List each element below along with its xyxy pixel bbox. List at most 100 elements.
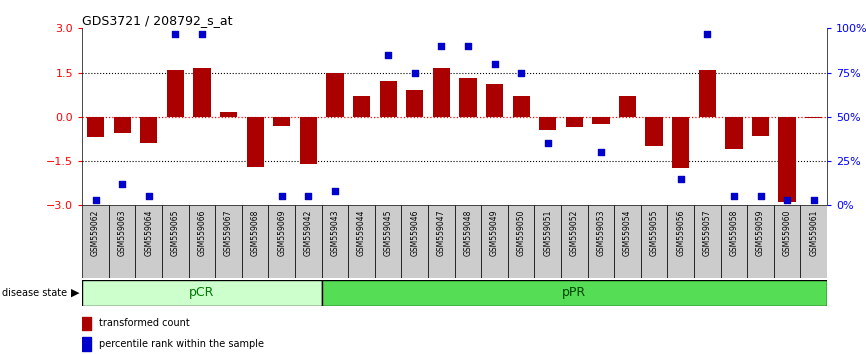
Bar: [353, 96, 370, 117]
Bar: [109, 205, 135, 278]
Point: [461, 43, 475, 49]
Bar: [82, 205, 109, 278]
Point: [115, 181, 129, 187]
Text: GSM559045: GSM559045: [384, 210, 392, 256]
Text: GSM559061: GSM559061: [809, 210, 818, 256]
Bar: [752, 117, 769, 136]
Bar: [300, 117, 317, 164]
Text: GSM559052: GSM559052: [570, 210, 578, 256]
Text: GSM559044: GSM559044: [357, 210, 366, 256]
Bar: [82, 280, 321, 306]
Text: pCR: pCR: [190, 286, 215, 299]
Text: GSM559063: GSM559063: [118, 210, 126, 256]
Bar: [326, 73, 344, 117]
Point: [142, 194, 156, 199]
Text: GSM559059: GSM559059: [756, 210, 765, 256]
Bar: [800, 205, 827, 278]
Text: GSM559062: GSM559062: [91, 210, 100, 256]
Bar: [82, 316, 91, 330]
Bar: [747, 205, 774, 278]
Bar: [82, 337, 91, 350]
Text: GSM559042: GSM559042: [304, 210, 313, 256]
Bar: [375, 205, 402, 278]
Bar: [402, 205, 428, 278]
Bar: [699, 70, 716, 117]
Bar: [805, 117, 823, 118]
Text: GSM559043: GSM559043: [331, 210, 339, 256]
Point: [168, 31, 182, 36]
Point: [88, 197, 102, 203]
Text: GSM559046: GSM559046: [410, 210, 419, 256]
Text: GSM559064: GSM559064: [145, 210, 153, 256]
Text: GSM559048: GSM559048: [463, 210, 473, 256]
Bar: [321, 205, 348, 278]
Point: [435, 43, 449, 49]
Bar: [193, 68, 210, 117]
Text: GDS3721 / 208792_s_at: GDS3721 / 208792_s_at: [82, 14, 233, 27]
Bar: [348, 205, 375, 278]
Bar: [140, 117, 158, 143]
Text: pPR: pPR: [562, 286, 586, 299]
Point: [701, 31, 714, 36]
Text: GSM559066: GSM559066: [197, 210, 206, 256]
Bar: [774, 205, 800, 278]
Point: [488, 61, 501, 67]
Point: [275, 194, 288, 199]
Point: [807, 197, 821, 203]
Bar: [295, 205, 321, 278]
Bar: [565, 117, 583, 127]
Bar: [507, 205, 534, 278]
Bar: [694, 205, 721, 278]
Bar: [428, 205, 455, 278]
Text: GSM559051: GSM559051: [543, 210, 553, 256]
Point: [540, 141, 554, 146]
Point: [727, 194, 740, 199]
Bar: [87, 117, 104, 137]
Bar: [135, 205, 162, 278]
Point: [674, 176, 688, 182]
Text: GSM559050: GSM559050: [517, 210, 526, 256]
Text: GSM559060: GSM559060: [783, 210, 792, 256]
Text: GSM559049: GSM559049: [490, 210, 499, 256]
Bar: [220, 113, 237, 117]
Bar: [592, 117, 610, 124]
Bar: [162, 205, 189, 278]
Bar: [645, 117, 662, 146]
Bar: [672, 117, 689, 169]
Bar: [561, 205, 588, 278]
Bar: [189, 205, 216, 278]
Bar: [455, 205, 481, 278]
Text: transformed count: transformed count: [99, 318, 190, 329]
Text: GSM559067: GSM559067: [224, 210, 233, 256]
Bar: [726, 117, 742, 149]
Bar: [534, 205, 561, 278]
Bar: [321, 280, 827, 306]
Bar: [588, 205, 614, 278]
Text: GSM559054: GSM559054: [623, 210, 632, 256]
Text: GSM559068: GSM559068: [250, 210, 260, 256]
Bar: [513, 96, 530, 117]
Bar: [721, 205, 747, 278]
Bar: [113, 117, 131, 133]
Text: ▶: ▶: [71, 288, 80, 298]
Text: GSM559053: GSM559053: [597, 210, 605, 256]
Bar: [779, 117, 796, 202]
Point: [780, 197, 794, 203]
Point: [514, 70, 528, 75]
Point: [195, 31, 209, 36]
Bar: [641, 205, 668, 278]
Bar: [668, 205, 694, 278]
Text: disease state: disease state: [2, 288, 67, 298]
Bar: [614, 205, 641, 278]
Bar: [268, 205, 295, 278]
Bar: [406, 90, 423, 117]
Text: percentile rank within the sample: percentile rank within the sample: [99, 339, 263, 349]
Text: GSM559047: GSM559047: [436, 210, 446, 256]
Text: GSM559055: GSM559055: [650, 210, 659, 256]
Text: GSM559057: GSM559057: [703, 210, 712, 256]
Bar: [167, 70, 184, 117]
Bar: [216, 205, 242, 278]
Point: [594, 149, 608, 155]
Bar: [433, 68, 450, 117]
Point: [301, 194, 315, 199]
